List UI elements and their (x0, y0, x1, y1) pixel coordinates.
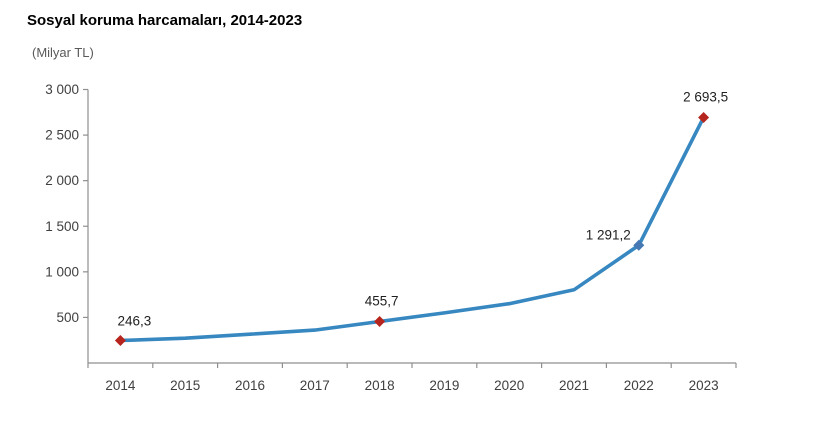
y-tick-label: 2 500 (45, 128, 79, 143)
x-tick-label: 2017 (300, 378, 330, 393)
series-line (118, 115, 706, 343)
y-tick-label: 500 (56, 310, 79, 325)
x-tick-label: 2020 (494, 378, 524, 393)
data-point-marker-2018 (374, 315, 386, 327)
x-tick-label: 2015 (170, 378, 200, 393)
x-tick-label: 2014 (105, 378, 136, 393)
data-point-label-2022: 1 291,2 (586, 227, 631, 242)
y-tick-label: 3 000 (45, 82, 79, 97)
chart-title: Sosyal koruma harcamaları, 2014-2023 (27, 12, 303, 29)
x-tick-label: 2019 (429, 378, 459, 393)
x-tick-label: 2018 (365, 378, 395, 393)
chart-unit-label: (Milyar TL) (32, 45, 94, 60)
x-tick-label: 2021 (559, 378, 589, 393)
y-tick-label: 2 000 (45, 173, 79, 188)
data-point-label-2018: 455,7 (365, 293, 399, 308)
x-tick-label: 2022 (624, 378, 654, 393)
data-point-marker-2023 (698, 111, 710, 123)
y-tick-label: 1 000 (45, 264, 79, 279)
data-point-label-2023: 2 693,5 (683, 89, 728, 104)
data-point-label-2014: 246,3 (118, 314, 152, 329)
x-tick-label: 2016 (235, 378, 265, 393)
data-point-marker-2022 (633, 239, 645, 251)
data-point-marker-2014 (114, 335, 126, 347)
x-tick-label: 2023 (689, 378, 719, 393)
y-tick-label: 1 500 (45, 219, 79, 234)
